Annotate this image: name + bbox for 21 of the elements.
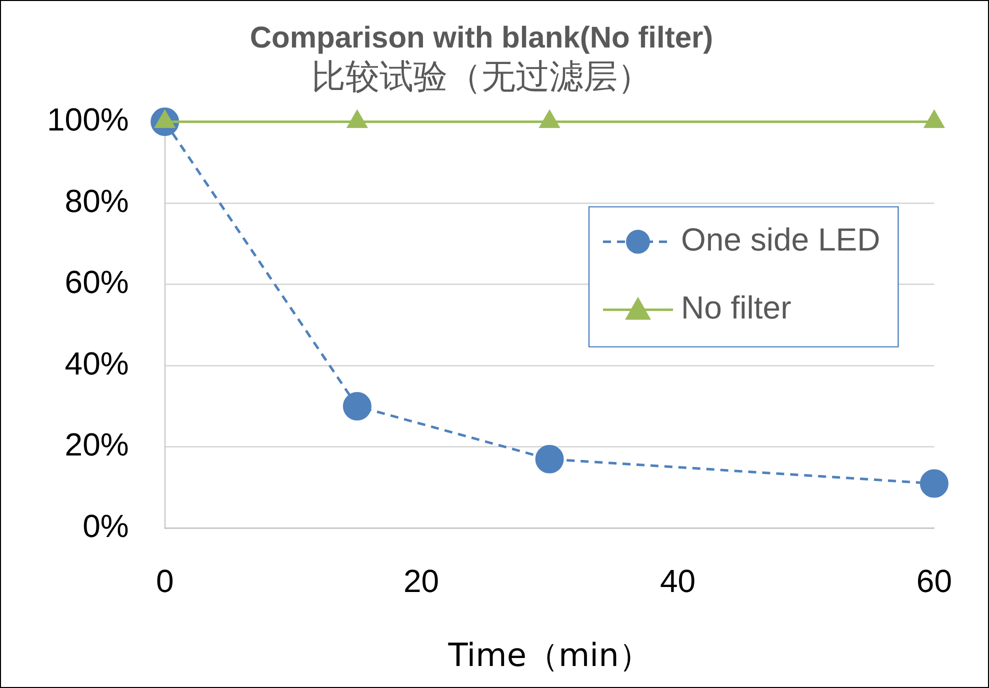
x-tick-label: 20 [404, 563, 440, 600]
chart-title: Comparison with blank(No filter) [250, 21, 714, 54]
y-tick-label: 100% [47, 102, 129, 138]
y-tick-label: 20% [64, 426, 129, 463]
legend-label: No filter [680, 290, 792, 326]
y-tick-label: 0% [82, 508, 129, 544]
point [347, 110, 368, 128]
x-axis-title: Time（min） [447, 636, 651, 674]
y-tick-label: 40% [64, 345, 129, 382]
x-tick-label: 0 [156, 563, 174, 600]
point [342, 392, 372, 421]
chart-subtitle: 比较试验（无过滤层） [312, 57, 652, 98]
legend-label: One side LED [680, 222, 880, 258]
x-tick-label: 40 [660, 563, 696, 600]
point [535, 444, 564, 474]
x-tick-label: 60 [916, 563, 952, 600]
point [540, 110, 560, 128]
y-tick-label: 80% [64, 182, 129, 219]
point [920, 469, 948, 498]
y-tick-label: 60% [64, 264, 129, 300]
point [924, 110, 944, 128]
